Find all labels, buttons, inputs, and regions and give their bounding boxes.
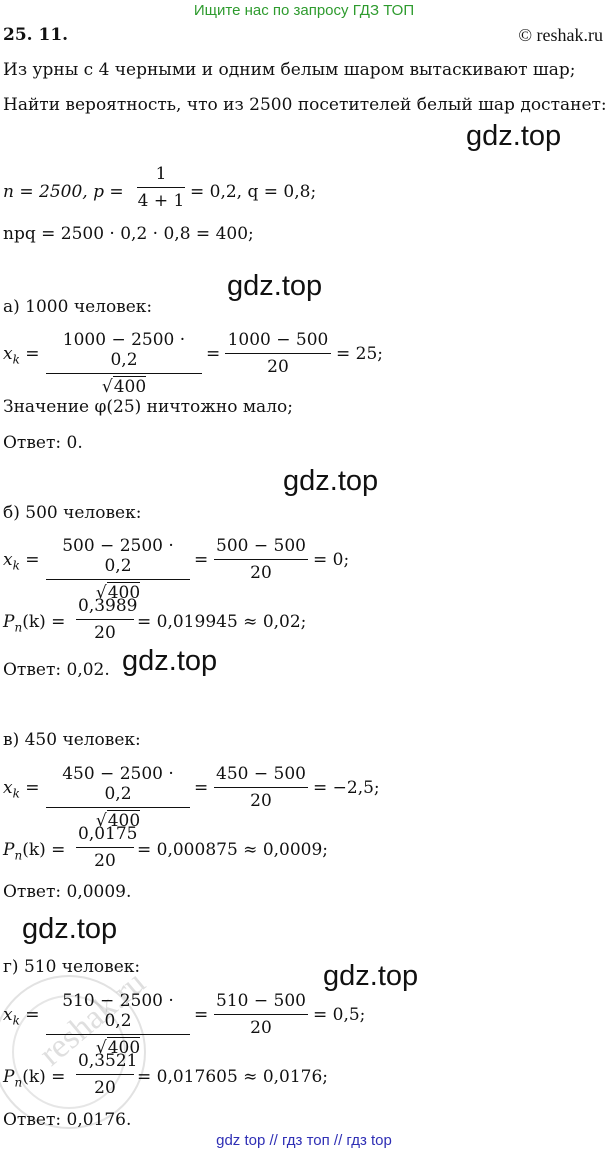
p-denominator: 4 + 1 <box>137 191 185 211</box>
g-answer: Ответ: 0,0176. <box>3 1110 132 1130</box>
a-fraction-2: 1000 − 500 20 <box>225 330 331 377</box>
g-result: = 0,5; <box>313 1005 366 1025</box>
v-p-result: = 0,000875 ≈ 0,0009; <box>137 840 329 860</box>
watermark: gdz.top <box>122 645 218 677</box>
fraction-bar <box>225 353 331 354</box>
v-p-den: 20 <box>94 851 116 871</box>
fraction-bar <box>46 807 190 808</box>
pn-label: Pn(k) = <box>3 1067 66 1090</box>
g-p-num: 0,3521 <box>78 1051 138 1071</box>
fraction-bar <box>76 619 134 620</box>
statement-line-1: Из урны с 4 черными и одним белым шаром … <box>3 60 576 80</box>
watermark: gdz.top <box>227 270 323 302</box>
watermark: gdz.top <box>466 120 562 152</box>
footer-links[interactable]: gdz top // гдз топ // гдз top <box>216 1132 392 1149</box>
b-f1-num: 500 − 2500 · 0,2 <box>62 536 174 576</box>
xk-label: xk = <box>3 550 40 573</box>
given-p-q: = 0,2, q = 0,8; <box>190 182 317 202</box>
v-p-num: 0,0175 <box>78 824 138 844</box>
top-banner[interactable]: Ищите нас по запросу ГДЗ ТОП <box>193 2 415 19</box>
v-f2-num: 450 − 500 <box>216 764 306 784</box>
fraction-bar <box>46 373 202 374</box>
part-b-heading: б) 500 человек: <box>3 503 142 523</box>
a-f1-den: √400 <box>101 376 147 397</box>
a-f2-den: 20 <box>267 357 289 377</box>
xk-label: xk = <box>3 778 40 801</box>
b-result: = 0; <box>313 550 350 570</box>
b-p-den: 20 <box>94 623 116 643</box>
copyright: © reshak.ru <box>518 25 603 45</box>
xk-label: xk = <box>3 1005 40 1028</box>
b-fraction-2: 500 − 500 20 <box>214 536 308 583</box>
b-f1-den: √400 <box>95 582 141 603</box>
equals-sign: = <box>206 344 221 364</box>
v-result: = −2,5; <box>313 778 380 798</box>
b-p-result: = 0,019945 ≈ 0,02; <box>137 612 307 632</box>
watermark: gdz.top <box>283 465 379 497</box>
a-note: Значение φ(25) ничтожно мало; <box>3 397 293 417</box>
given-n-p: n = 2500, p = <box>3 182 124 202</box>
g-f2-den: 20 <box>250 1018 272 1038</box>
g-fraction-1: 510 − 2500 · 0,2 √400 <box>46 991 190 1058</box>
v-fraction-2: 450 − 500 20 <box>214 764 308 811</box>
a-f2-num: 1000 − 500 <box>227 330 329 350</box>
b-p-fraction: 0,3989 20 <box>76 596 138 643</box>
statement-line-2: Найти вероятность, что из 2500 посетител… <box>3 95 607 115</box>
watermark: gdz.top <box>323 960 419 992</box>
part-a-heading: а) 1000 человек: <box>3 297 153 317</box>
b-fraction-1: 500 − 2500 · 0,2 √400 <box>46 536 190 603</box>
b-f2-den: 20 <box>250 563 272 583</box>
a-result: = 25; <box>336 344 384 364</box>
fraction-bar <box>46 579 190 580</box>
p-numerator: 1 <box>155 164 167 184</box>
reshak-stamp <box>0 975 146 1129</box>
g-f1-den: √400 <box>95 1037 141 1058</box>
fraction-bar <box>76 1074 134 1075</box>
b-p-num: 0,3989 <box>78 596 138 616</box>
a-answer: Ответ: 0. <box>3 433 83 453</box>
part-g-heading: г) 510 человек: <box>3 957 141 977</box>
g-f2-num: 510 − 500 <box>216 991 306 1011</box>
fraction-bar <box>214 787 308 788</box>
p-fraction: 1 4 + 1 <box>137 164 185 211</box>
fraction-bar <box>214 1014 308 1015</box>
g-fraction-2: 510 − 500 20 <box>214 991 308 1038</box>
part-v-heading: в) 450 человек: <box>3 730 141 750</box>
equals-sign: = <box>194 550 209 570</box>
problem-number: 25. 11. <box>3 25 69 45</box>
a-fraction-1: 1000 − 2500 · 0,2 √400 <box>46 330 202 397</box>
fraction-bar <box>137 187 185 188</box>
v-f1-den: √400 <box>95 810 141 831</box>
fraction-bar <box>46 1034 190 1035</box>
pn-label: Pn(k) = <box>3 840 66 863</box>
fraction-bar <box>214 559 308 560</box>
g-p-result: = 0,017605 ≈ 0,0176; <box>137 1067 329 1087</box>
g-f1-num: 510 − 2500 · 0,2 <box>62 991 174 1031</box>
v-p-fraction: 0,0175 20 <box>76 824 138 871</box>
b-answer: Ответ: 0,02. <box>3 660 110 680</box>
g-p-den: 20 <box>94 1078 116 1098</box>
given-npq: npq = 2500 · 0,2 · 0,8 = 400; <box>3 224 254 244</box>
v-f2-den: 20 <box>250 791 272 811</box>
b-f2-num: 500 − 500 <box>216 536 306 556</box>
a-f1-num: 1000 − 2500 · 0,2 <box>62 330 186 370</box>
pn-label: Pn(k) = <box>3 612 66 635</box>
v-f1-num: 450 − 2500 · 0,2 <box>62 764 174 804</box>
v-answer: Ответ: 0,0009. <box>3 882 132 902</box>
g-p-fraction: 0,3521 20 <box>76 1051 138 1098</box>
v-fraction-1: 450 − 2500 · 0,2 √400 <box>46 764 190 831</box>
equals-sign: = <box>194 778 209 798</box>
fraction-bar <box>76 847 134 848</box>
watermark: gdz.top <box>22 913 118 945</box>
xk-label: xk = <box>3 344 40 367</box>
equals-sign: = <box>194 1005 209 1025</box>
